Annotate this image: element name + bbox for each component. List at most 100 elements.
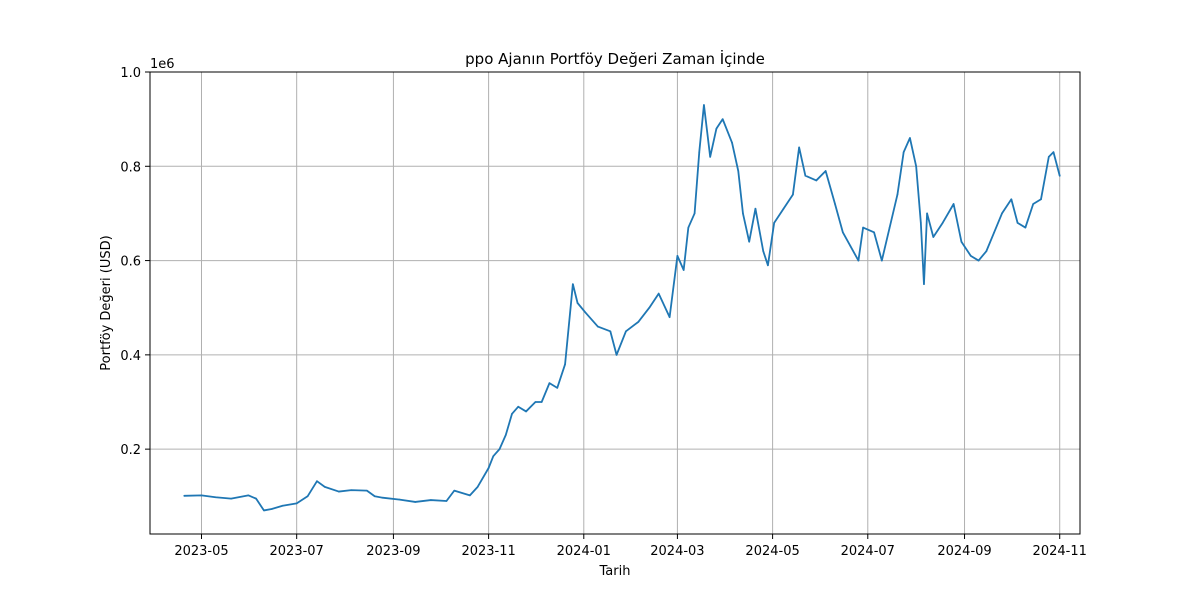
- data-point: [366, 489, 368, 492]
- data-point: [1052, 151, 1055, 153]
- x-tick-label: 2024-11: [1033, 544, 1087, 559]
- data-point: [748, 240, 750, 243]
- data-point: [214, 496, 217, 499]
- data-point: [548, 382, 551, 384]
- data-point: [798, 146, 800, 149]
- data-point: [572, 283, 574, 285]
- data-point: [584, 311, 587, 314]
- data-point: [873, 231, 875, 234]
- data-point: [682, 269, 685, 271]
- data-point: [270, 508, 273, 510]
- data-point: [504, 434, 507, 436]
- y-tick-label: 0.8: [120, 160, 141, 175]
- data-point: [896, 193, 899, 196]
- data-point: [534, 401, 537, 403]
- data-point: [703, 104, 705, 106]
- data-point: [414, 501, 417, 503]
- data-point: [487, 467, 490, 469]
- data-point: [230, 497, 232, 500]
- x-tick-label: 2024-01: [557, 544, 611, 559]
- data-point: [842, 231, 844, 234]
- data-point: [469, 494, 471, 497]
- data-point: [556, 387, 559, 389]
- x-tick-label: 2024-09: [937, 544, 991, 559]
- data-point: [498, 448, 501, 450]
- data-point: [1040, 198, 1042, 201]
- data-point: [698, 151, 701, 153]
- data-point: [737, 170, 740, 172]
- data-point: [1024, 226, 1027, 229]
- data-point: [615, 354, 618, 356]
- data-point: [985, 250, 988, 252]
- x-axis-label: Tarih: [599, 564, 631, 579]
- data-point: [773, 222, 775, 224]
- data-point: [857, 259, 860, 262]
- data-point: [731, 141, 733, 144]
- data-point: [926, 212, 928, 215]
- x-tick-label: 2024-07: [841, 544, 895, 559]
- data-point: [849, 245, 852, 248]
- data-point: [445, 500, 448, 502]
- data-point: [281, 504, 284, 507]
- data-point: [754, 207, 757, 210]
- data-point: [295, 502, 298, 505]
- data-point: [183, 495, 186, 497]
- data-point: [625, 330, 627, 333]
- data-point: [902, 151, 905, 153]
- plot-frame: [149, 71, 1081, 535]
- chart-title: ppo Ajanın Portföy Değeri Zaman İçinde: [465, 49, 765, 68]
- data-point: [338, 490, 340, 493]
- data-point: [881, 259, 883, 262]
- data-point: [923, 283, 925, 285]
- data-point: [1016, 222, 1019, 224]
- y-tick-label: 0.2: [120, 443, 141, 458]
- data-point: [657, 292, 660, 295]
- x-tick-label: 2023-09: [366, 544, 420, 559]
- y-tick-label: 1.0: [120, 66, 141, 81]
- data-point: [709, 156, 711, 158]
- data-point: [815, 179, 818, 182]
- data-point: [932, 236, 935, 238]
- data-point: [824, 170, 827, 172]
- data-point: [511, 412, 513, 415]
- data-point: [263, 509, 265, 512]
- data-point: [200, 494, 203, 497]
- data-point: [350, 489, 353, 491]
- x-tick-label: 2023-11: [461, 544, 515, 559]
- x-axis-ticks: 2023-05 2023-07 2023-09 2023-11 2024-01 2024-…: [174, 534, 1087, 559]
- y-tick-label: 0.4: [120, 349, 141, 364]
- data-point: [693, 212, 696, 215]
- x-tick-label: 2024-05: [745, 544, 799, 559]
- y-tick-label: 0.6: [120, 255, 141, 270]
- data-point: [1032, 203, 1034, 205]
- data-point: [1001, 212, 1003, 215]
- data-point: [525, 410, 527, 413]
- data-point: [316, 480, 318, 483]
- data-point: [247, 494, 250, 497]
- data-point: [960, 240, 963, 243]
- data-point: [255, 497, 257, 500]
- data-point: [540, 401, 543, 403]
- data-point: [453, 489, 456, 492]
- data-point: [597, 325, 599, 328]
- x-tick-label: 2024-03: [650, 544, 704, 559]
- data-point: [834, 203, 836, 205]
- data-point: [564, 363, 566, 366]
- data-point: [492, 455, 495, 458]
- data-point: [767, 264, 769, 267]
- data-point: [762, 250, 765, 252]
- data-point: [398, 498, 401, 501]
- data-point: [430, 499, 432, 501]
- data-point: [915, 165, 917, 168]
- data-point: [952, 203, 955, 205]
- data-point: [909, 137, 911, 139]
- x-tick-label: 2023-07: [270, 544, 324, 559]
- x-tick-label: 2023-05: [174, 544, 228, 559]
- data-point: [977, 259, 980, 262]
- data-point: [576, 302, 579, 304]
- data-point: [920, 222, 922, 224]
- data-point: [373, 495, 376, 498]
- data-point: [668, 316, 671, 318]
